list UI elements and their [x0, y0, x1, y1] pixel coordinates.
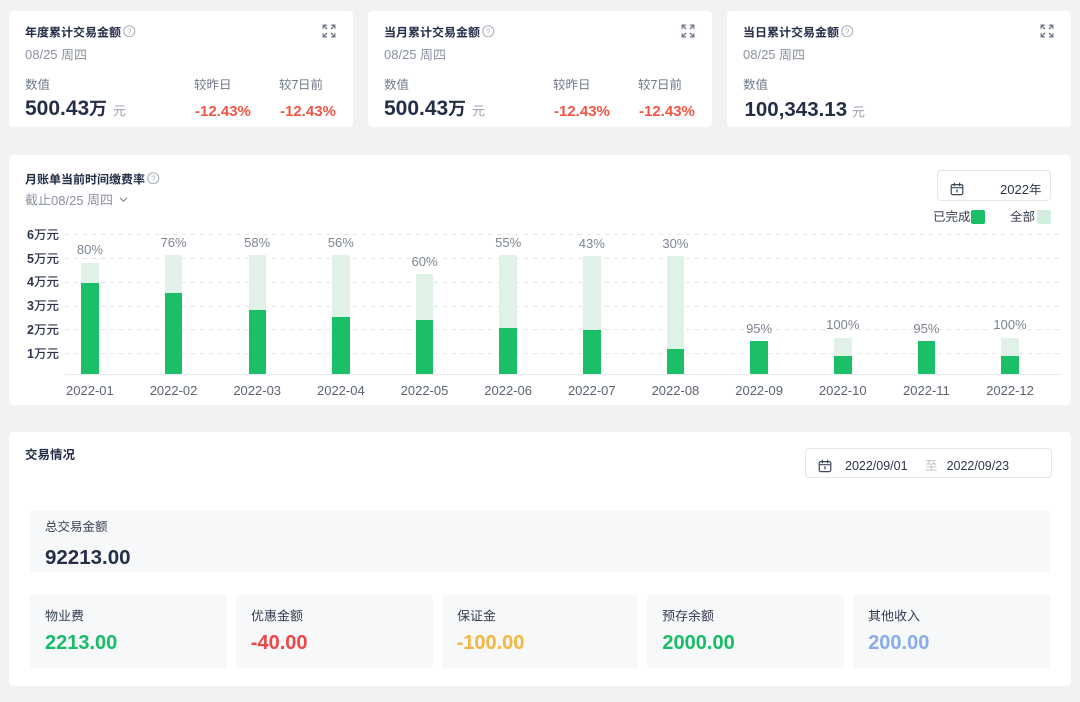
svg-text:?: ? [151, 174, 156, 183]
svg-text:?: ? [486, 27, 491, 36]
svg-text:?: ? [127, 27, 132, 36]
svg-text:?: ? [845, 27, 850, 36]
